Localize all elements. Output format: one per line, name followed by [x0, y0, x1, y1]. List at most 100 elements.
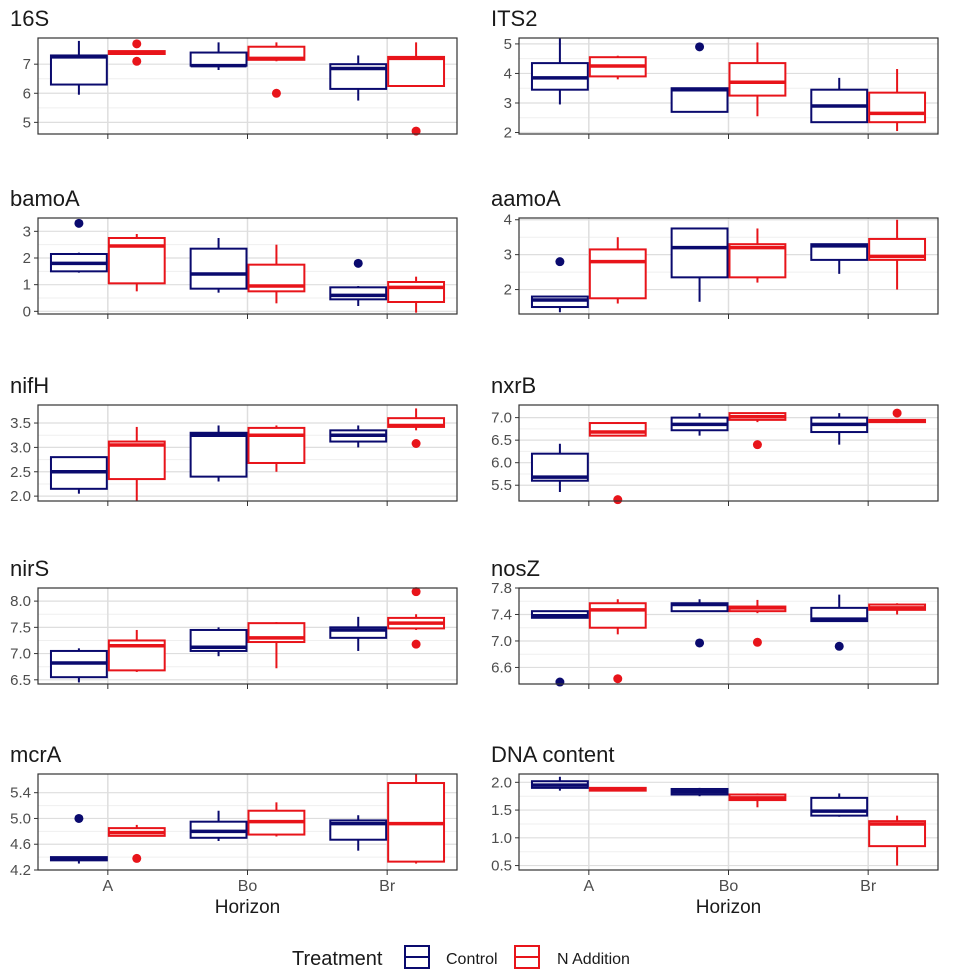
- panel-border: [518, 37, 939, 135]
- panel-mcra: mcrA 4.2 4.6 5.0 5.4 A Bo Br Horizon: [10, 742, 458, 918]
- y-tick-label: 6.5: [10, 672, 31, 689]
- box-nirs-control-br: [329, 616, 388, 651]
- box-iqr: [189, 431, 248, 478]
- panels-layer: 16S 5 6 7 ITS2 2 3 4 5 bamoA 0 1 2 3 aamoA 2 3 4 nifH 2.0 2.…: [10, 6, 939, 918]
- panel-nosz: nosZ 6.6 7.0 7.4 7.8: [491, 556, 939, 689]
- box-iqr: [670, 227, 729, 279]
- y-tick-label: 6.0: [491, 455, 512, 472]
- box-nirs-control-bo: [189, 627, 248, 657]
- outlier-point: [695, 638, 705, 648]
- y-tick-label: 3: [23, 223, 31, 240]
- box-bamoa-n-addition-br: [387, 276, 446, 313]
- outlier-point: [74, 813, 84, 823]
- box-iqr: [49, 54, 108, 86]
- y-tick-label: 5.0: [10, 810, 31, 827]
- outlier-point: [892, 408, 902, 418]
- y-tick-label: 3.5: [10, 415, 31, 432]
- outlier-point: [132, 56, 142, 66]
- panel-border: [37, 404, 458, 502]
- box-aamoa-n-addition-a: [588, 237, 647, 304]
- box-nifh-n-addition-bo: [247, 425, 306, 472]
- box-mcra-n-addition-br: [387, 774, 446, 864]
- box-aamoa-n-addition-bo: [728, 228, 787, 283]
- y-tick-label: 5.4: [10, 785, 31, 802]
- y-tick-label: 5: [504, 36, 512, 53]
- y-tick-label: 2.0: [491, 774, 512, 791]
- box-nifh-control-bo: [189, 425, 248, 482]
- outlier-point: [555, 677, 565, 687]
- legend: Treatment Control N Addition: [292, 945, 630, 970]
- outlier-point: [555, 257, 565, 267]
- box-its2-control-a: [530, 38, 589, 105]
- panel-title: nirS: [10, 556, 49, 581]
- panel-title: ITS2: [491, 6, 537, 31]
- box-nifh-control-br: [329, 425, 388, 448]
- y-tick-label: 7.0: [491, 410, 512, 427]
- panel-border: [518, 587, 939, 685]
- y-tick-label: 7: [23, 56, 31, 73]
- y-tick-label: 7.0: [10, 646, 31, 663]
- outlier-point: [613, 495, 623, 505]
- box-iqr: [670, 87, 729, 113]
- x-axis-title: Horizon: [696, 897, 761, 918]
- box-nxrb-control-a: [530, 443, 589, 492]
- box-bamoa-n-addition-a: [107, 234, 166, 292]
- panel-border: [37, 587, 458, 685]
- x-tick-label: A: [102, 878, 113, 895]
- box-iqr: [728, 243, 787, 279]
- y-tick-label: 3: [504, 247, 512, 264]
- panel-its2: ITS2 2 3 4 5: [491, 6, 939, 142]
- box-its2-control-br: [810, 77, 869, 124]
- box-its2-control-bo: [670, 42, 729, 113]
- y-tick-label: 4.2: [10, 862, 31, 879]
- box-mcra-control-a: [49, 813, 108, 864]
- box-dna-content-n-addition-br: [868, 815, 927, 866]
- y-tick-label: 1: [23, 277, 31, 294]
- x-tick-label: Br: [860, 878, 877, 895]
- box-dna-content-n-addition-a: [588, 786, 647, 792]
- box-iqr: [588, 248, 647, 300]
- box-nirs-control-a: [49, 648, 108, 683]
- box-iqr: [329, 286, 388, 301]
- box-nirs-n-addition-bo: [247, 622, 306, 669]
- panel-nxrb: nxrB 5.5 6.0 6.5 7.0: [491, 373, 939, 506]
- outlier-point: [271, 88, 281, 98]
- y-tick-label: 7.4: [491, 606, 512, 623]
- panel-dna-content: DNA content 0.5 1.0 1.5 2.0 A Bo Br Horizon: [491, 742, 939, 918]
- x-tick-label: A: [583, 878, 594, 895]
- legend-label-control: Control: [446, 951, 498, 968]
- y-tick-label: 0.5: [491, 858, 512, 875]
- outlier-point: [834, 641, 844, 651]
- outlier-point: [411, 438, 421, 448]
- box-nirs-n-addition-a: [107, 629, 166, 672]
- box-iqr: [810, 796, 869, 817]
- box-16s-control-bo: [189, 42, 248, 70]
- box-iqr: [189, 51, 248, 67]
- panel-title: 16S: [10, 6, 49, 31]
- y-tick-label: 1.0: [491, 830, 512, 847]
- box-iqr: [247, 426, 306, 464]
- y-tick-label: 6: [23, 85, 31, 102]
- y-tick-label: 3.0: [10, 439, 31, 456]
- box-its2-n-addition-a: [588, 55, 647, 80]
- box-bamoa-control-br: [329, 258, 388, 306]
- legend-title: Treatment: [292, 948, 383, 970]
- box-nifh-n-addition-br: [387, 408, 446, 448]
- box-nifh-control-a: [49, 456, 108, 494]
- box-nxrb-control-br: [810, 413, 869, 445]
- box-iqr: [588, 602, 647, 629]
- legend-label-n-addition: N Addition: [557, 951, 630, 968]
- box-mcra-control-br: [329, 815, 388, 851]
- panel-title: nifH: [10, 373, 49, 398]
- panel-border: [518, 773, 939, 871]
- y-tick-label: 3: [504, 95, 512, 112]
- panel-title: nxrB: [491, 373, 536, 398]
- y-tick-label: 2: [504, 125, 512, 142]
- panel-border: [518, 217, 939, 315]
- x-tick-label: Bo: [238, 878, 258, 895]
- y-tick-label: 4: [504, 212, 512, 229]
- x-axis-title: Horizon: [215, 897, 280, 918]
- outlier-point: [752, 440, 762, 450]
- box-iqr: [387, 281, 446, 303]
- box-iqr: [728, 62, 787, 97]
